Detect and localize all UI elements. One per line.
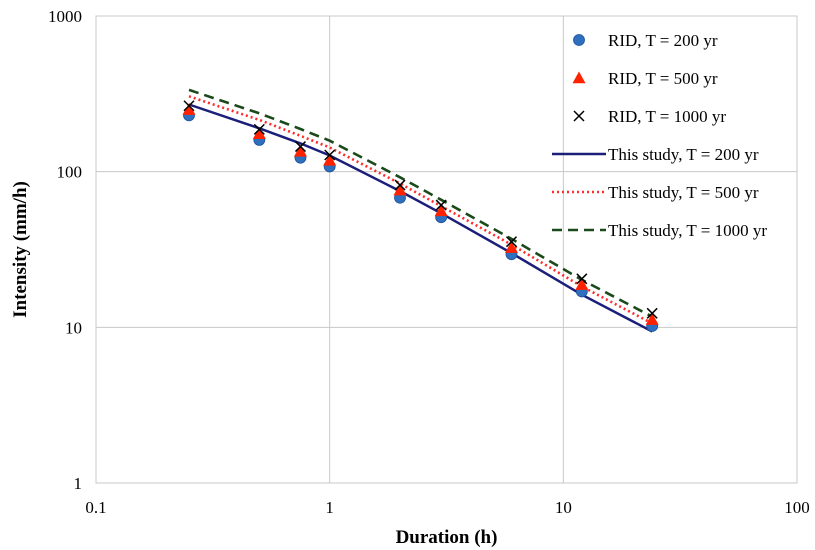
legend-swatch-circle — [573, 34, 585, 46]
plot-area-frame — [95, 15, 798, 484]
data-point-triangle — [252, 127, 266, 140]
legend-swatch-cross — [573, 110, 585, 122]
x-axis-label: Duration (h) — [396, 527, 498, 548]
legend-label: RID, T = 500 yr — [608, 69, 718, 88]
data-point-cross — [435, 199, 447, 211]
data-point-cross — [183, 100, 195, 112]
legend-item: RID, T = 500 yr — [572, 69, 718, 88]
legend-swatch-triangle — [572, 71, 586, 84]
y-axis-label: Intensity (mm/h) — [10, 181, 31, 318]
data-point-triangle — [393, 183, 407, 196]
y-tick-label: 1 — [74, 474, 83, 493]
legend-label: This study, T = 200 yr — [608, 145, 759, 164]
series-line — [188, 88, 653, 318]
legend-label: RID, T = 1000 yr — [608, 107, 726, 126]
data-point-triangle — [323, 153, 337, 166]
legend-label: RID, T = 200 yr — [608, 31, 718, 50]
data-point-triangle — [434, 204, 448, 217]
data-point-cross — [253, 123, 265, 135]
series-line — [188, 95, 653, 325]
data-point-triangle — [293, 144, 307, 157]
legend: RID, T = 200 yr RID, T = 500 yr RID, T = 1… — [552, 31, 767, 240]
data-point-triangle — [645, 313, 659, 325]
y-tick-label: 100 — [57, 163, 83, 182]
legend-item: This study, T = 500 yr — [552, 183, 759, 202]
data-point-cross — [576, 273, 588, 285]
x-tick-label: 1 — [325, 498, 334, 517]
legend-item: RID, T = 1000 yr — [573, 107, 726, 126]
x-tick-label: 10 — [555, 498, 572, 517]
data-point-cross — [646, 307, 658, 319]
data-point-triangle — [504, 241, 518, 253]
x-tick-label: 0.1 — [85, 498, 106, 517]
data-point-cross — [394, 179, 406, 191]
data-point-triangle — [575, 278, 589, 290]
data-point-cross — [505, 236, 518, 248]
legend-item: This study, T = 200 yr — [552, 145, 759, 164]
legend-label: This study, T = 1000 yr — [608, 221, 767, 240]
data-point-triangle — [182, 103, 196, 115]
data-point-cross — [324, 149, 336, 161]
data-series — [182, 88, 659, 333]
y-tick-label: 10 — [65, 318, 82, 337]
x-tick-label: 100 — [784, 498, 810, 517]
legend-label: This study, T = 500 yr — [608, 183, 759, 202]
legend-item: RID, T = 200 yr — [573, 31, 718, 50]
data-point-cross — [294, 141, 307, 153]
legend-item: This study, T = 1000 yr — [552, 221, 767, 240]
y-tick-label: 1000 — [48, 7, 82, 26]
